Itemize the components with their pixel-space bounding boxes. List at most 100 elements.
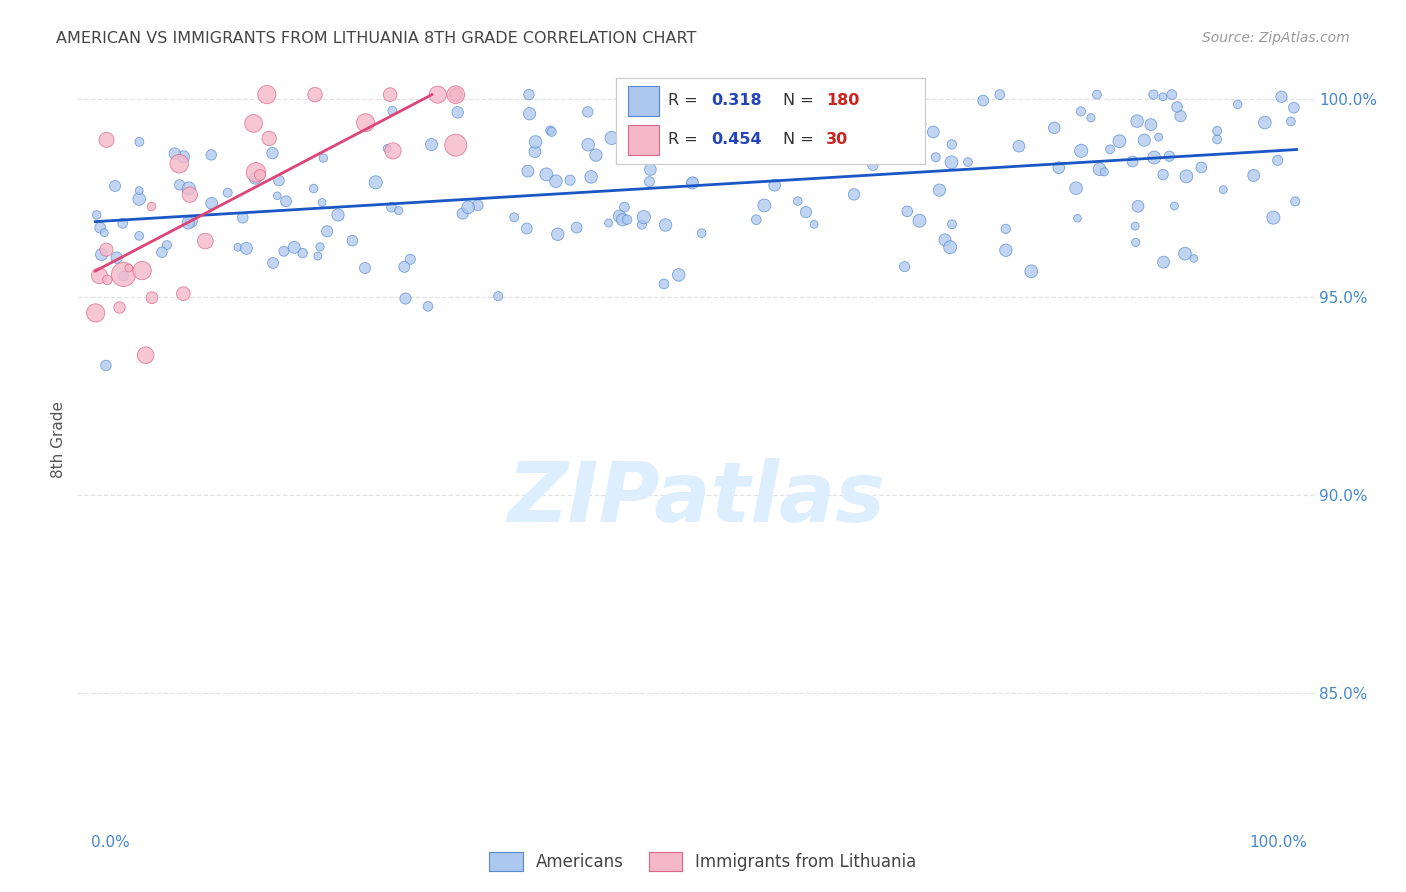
Point <box>925 150 948 164</box>
Point <box>90 247 112 261</box>
Point <box>486 289 509 303</box>
Point <box>141 291 163 305</box>
Point <box>354 260 377 275</box>
Point <box>94 359 117 373</box>
Point <box>375 141 398 155</box>
Point <box>96 243 118 257</box>
Point <box>1152 168 1174 182</box>
Point <box>638 175 661 189</box>
Point <box>163 146 186 161</box>
Point <box>1270 89 1292 103</box>
Point <box>1212 183 1234 197</box>
Point <box>631 218 654 232</box>
Point <box>156 238 179 252</box>
Text: AMERICAN VS IMMIGRANTS FROM LITHUANIA 8TH GRADE CORRELATION CHART: AMERICAN VS IMMIGRANTS FROM LITHUANIA 8T… <box>56 31 696 46</box>
Point <box>291 246 314 260</box>
Point <box>1147 130 1170 145</box>
Point <box>1189 161 1212 175</box>
Point <box>274 194 297 209</box>
Point <box>304 87 326 102</box>
Point <box>544 174 567 188</box>
Point <box>928 183 950 197</box>
Point <box>245 171 267 186</box>
Point <box>302 181 325 195</box>
Point <box>547 227 569 242</box>
Point <box>609 209 631 223</box>
Point <box>1153 255 1175 269</box>
Y-axis label: 8th Grade: 8th Grade <box>51 401 66 478</box>
Text: 0.0%: 0.0% <box>91 836 131 850</box>
Point <box>690 226 713 240</box>
Point <box>262 146 284 161</box>
Point <box>517 87 540 102</box>
Point <box>1284 194 1306 209</box>
Point <box>1175 169 1198 184</box>
Point <box>652 150 675 164</box>
Point <box>558 173 581 187</box>
Point <box>128 192 150 206</box>
Point <box>1126 114 1149 128</box>
Point <box>420 137 443 152</box>
Point <box>1243 169 1265 183</box>
Point <box>1133 133 1156 147</box>
Point <box>111 216 134 230</box>
Point <box>444 87 467 102</box>
Point <box>316 224 339 238</box>
Point <box>200 148 222 162</box>
Point <box>1267 153 1289 168</box>
Point <box>1170 109 1192 123</box>
Point <box>307 249 329 263</box>
Point <box>540 125 562 139</box>
Point <box>1122 154 1144 169</box>
Point <box>447 105 470 120</box>
Point <box>1092 165 1115 179</box>
Point <box>112 268 135 282</box>
Point <box>86 208 108 222</box>
Point <box>426 87 449 102</box>
Point <box>988 87 1011 102</box>
Point <box>1182 252 1205 266</box>
Point <box>226 240 249 254</box>
Point <box>842 187 865 202</box>
Point <box>444 138 467 153</box>
Point <box>84 306 107 320</box>
Point <box>1263 211 1285 225</box>
Point <box>754 198 776 212</box>
Point <box>994 244 1017 258</box>
Point <box>382 144 405 158</box>
Point <box>201 196 224 211</box>
Point <box>516 221 538 235</box>
Point <box>118 261 141 276</box>
Point <box>640 91 662 105</box>
Point <box>283 240 305 254</box>
Point <box>1142 87 1164 102</box>
Point <box>519 106 541 120</box>
Point <box>1226 97 1249 112</box>
Point <box>256 87 278 102</box>
Point <box>1206 124 1229 138</box>
Point <box>172 286 194 301</box>
Point <box>807 146 830 161</box>
Point <box>910 117 932 131</box>
Point <box>956 155 979 169</box>
Point <box>875 91 897 105</box>
Point <box>818 132 841 146</box>
Point <box>242 116 264 130</box>
Point <box>364 175 387 189</box>
Point <box>803 218 825 232</box>
Point <box>131 263 153 277</box>
Point <box>576 104 599 119</box>
Point <box>503 211 526 225</box>
Point <box>1123 219 1146 234</box>
Point <box>354 116 377 130</box>
Point <box>633 210 655 224</box>
Point <box>262 256 284 270</box>
Point <box>1282 101 1305 115</box>
Point <box>524 135 547 149</box>
Point <box>516 164 538 178</box>
Point <box>941 137 963 152</box>
Point <box>312 151 335 165</box>
Point <box>150 245 173 260</box>
Point <box>378 87 401 102</box>
Point <box>598 216 620 230</box>
